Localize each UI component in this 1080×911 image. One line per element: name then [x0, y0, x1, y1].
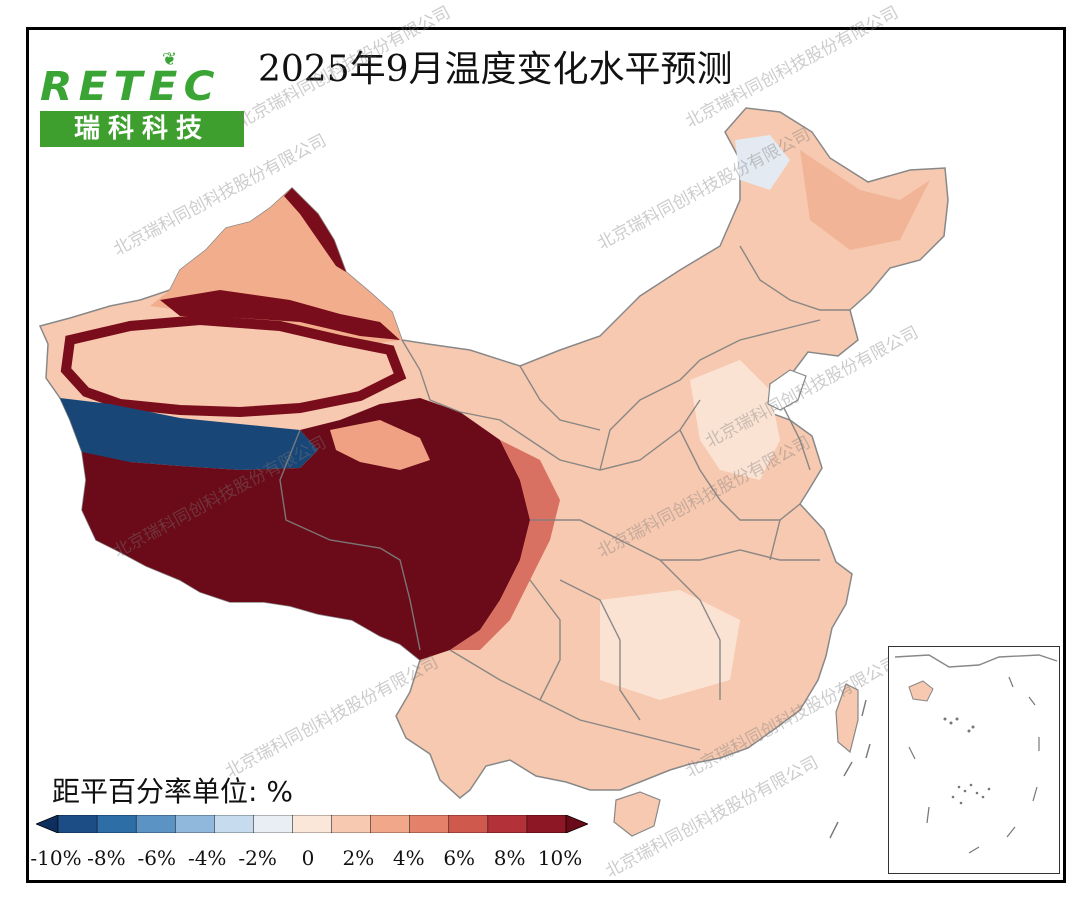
tianshan-warm-streak — [160, 290, 400, 340]
province-borders — [279, 245, 850, 751]
qaidam-basin-zone — [330, 420, 430, 470]
altay-warm-edge — [284, 188, 346, 272]
plateau-edge-transition — [450, 440, 560, 650]
taiwan-island — [835, 683, 859, 754]
colorbar-cell — [96, 815, 137, 833]
legend-tick-label: 0 — [301, 846, 315, 870]
colorbar-cell — [370, 815, 411, 833]
sea-boundary-dashes — [829, 699, 871, 839]
legend-tick-label: -10% — [30, 846, 82, 870]
colorbar-cell — [409, 815, 450, 833]
legend-tick-label: -2% — [238, 846, 277, 870]
legend-tick-label: 2% — [342, 846, 375, 870]
legend-tick-label: -4% — [187, 846, 227, 870]
logo-brand-cn: 瑞科科技 — [40, 111, 244, 147]
legend-tick-label: 10% — [537, 846, 583, 870]
southern-china-pale-zone — [600, 590, 740, 700]
northeast-deeper-warm — [800, 150, 930, 250]
colorbar-cell — [135, 815, 176, 833]
bohai-sea — [767, 369, 807, 411]
legend-unit-label: 距平百分率单位: % — [52, 775, 293, 808]
legend-tick-label: -8% — [87, 846, 126, 870]
legend-tick-label: 6% — [443, 846, 476, 870]
leaf-icon: ❦ — [162, 49, 178, 70]
map-title: 2025年9月温度变化水平预测 — [258, 49, 733, 90]
colorbar-cell — [174, 815, 216, 833]
logo-brand-en: RETEC — [40, 64, 221, 110]
tarim-basin-zone — [60, 314, 407, 418]
colorbar-cell — [214, 815, 255, 833]
legend-tick-label: 4% — [392, 846, 425, 870]
colorbar-cell — [526, 815, 567, 833]
inset-map — [894, 654, 1058, 854]
hainan-island — [613, 791, 661, 837]
legend-ticks: -10% -8% -6% -4% -2% 0 2% 4% 6% 8% 10% — [30, 846, 590, 872]
colorbar-cell — [292, 815, 333, 833]
legend-colorbar — [36, 815, 588, 833]
north-china-pale-zone — [690, 360, 780, 480]
northeast-cool-patch — [735, 135, 790, 190]
company-logo: ❦ RETEC 瑞科科技 — [40, 49, 244, 151]
colorbar-cell — [253, 815, 294, 833]
legend-tick-label: 8% — [493, 846, 526, 870]
south-china-sea-inset — [888, 646, 1060, 874]
colorbar-cell — [57, 815, 98, 833]
colorbar-cell — [565, 815, 588, 833]
kunlun-cool-band — [60, 398, 318, 470]
colorbar-cell — [448, 815, 489, 833]
colorbar-cell — [331, 815, 372, 833]
legend-tick-label: -6% — [137, 846, 177, 870]
colorbar-cell — [487, 815, 528, 833]
colorbar-cell — [36, 815, 59, 833]
